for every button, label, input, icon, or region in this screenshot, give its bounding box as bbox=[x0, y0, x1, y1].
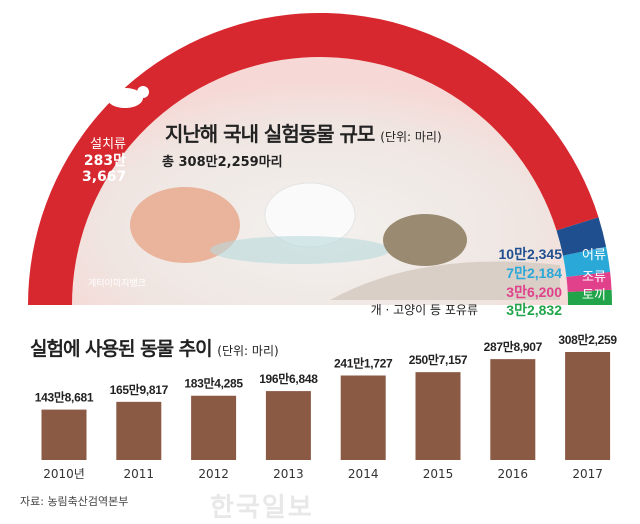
x-tick-label: 2010년 bbox=[43, 467, 85, 481]
fish-value: 10만2,345 bbox=[498, 246, 563, 262]
arc-mammal bbox=[567, 289, 613, 305]
rodent-value: 283만 3,667 bbox=[82, 153, 127, 185]
source-note: 자료: 농림축산검역본부 bbox=[20, 495, 129, 508]
bird-name: 조류 bbox=[582, 270, 606, 285]
total-count: 총 308만2,259마리 bbox=[162, 155, 283, 170]
bar bbox=[116, 401, 162, 460]
photo-credit: 게티이미지뱅크 bbox=[88, 279, 146, 289]
bar bbox=[41, 409, 87, 460]
chart-title: 실험에 사용된 동물 추이 (단위: 마리) bbox=[30, 338, 279, 360]
bar bbox=[415, 372, 461, 460]
top-title: 지난해 국내 실험동물 규모 (단위: 마리) bbox=[165, 122, 442, 146]
bar bbox=[340, 375, 386, 460]
rodent-name: 설치류 bbox=[90, 137, 126, 152]
x-tick-label: 2012 bbox=[198, 467, 229, 481]
bar bbox=[265, 391, 311, 460]
rabbit-name: 토끼 bbox=[582, 288, 606, 303]
bar bbox=[565, 352, 611, 460]
watermark: 한국일보 bbox=[210, 493, 314, 523]
marmoset-photo bbox=[383, 214, 467, 266]
x-tick-label: 2015 bbox=[423, 467, 454, 481]
arc-bird bbox=[563, 246, 611, 277]
arc-rabbit bbox=[566, 271, 612, 292]
x-tick-label: 2011 bbox=[124, 467, 155, 481]
arc-fish bbox=[556, 217, 607, 256]
category-arc bbox=[27, 12, 613, 306]
bird-value: 7만2,184 bbox=[506, 265, 562, 281]
x-tick-label: 2016 bbox=[498, 467, 529, 481]
water-photo bbox=[210, 236, 390, 264]
x-tick-label: 2013 bbox=[273, 467, 304, 481]
bar-value-label: 183만4,285 bbox=[184, 376, 243, 391]
arc-rodent bbox=[27, 12, 599, 306]
pig-photo bbox=[130, 187, 240, 263]
fish-name: 어류 bbox=[582, 248, 606, 263]
bar-value-label: 287만8,907 bbox=[484, 339, 543, 354]
bar-value-label: 196만6,848 bbox=[259, 371, 318, 386]
rodent-label: 설치류 283만 3,667 bbox=[82, 137, 126, 185]
x-tick-label: 2017 bbox=[572, 467, 603, 481]
bar-value-label: 241만1,727 bbox=[334, 355, 393, 370]
bar-value-label: 165만9,817 bbox=[110, 382, 169, 397]
branch-photo bbox=[330, 261, 560, 300]
bar bbox=[490, 359, 536, 460]
bar-value-label: 308만2,259 bbox=[558, 332, 617, 347]
x-tick-label: 2014 bbox=[348, 467, 379, 481]
rabbit-value: 3만6,200 bbox=[506, 284, 562, 300]
bar bbox=[191, 395, 237, 460]
bar-value-label: 143만8,681 bbox=[35, 390, 94, 405]
bar-chart: 143만8,681 2010년 165만9,817 2011 183만4,285 2012… bbox=[35, 332, 618, 481]
mammal-value: 3만2,832 bbox=[506, 302, 562, 318]
mammal-name: 개 · 고양이 등 포유류 bbox=[370, 303, 478, 317]
bar-value-label: 250만7,157 bbox=[409, 352, 468, 367]
rat-icon bbox=[79, 86, 149, 126]
